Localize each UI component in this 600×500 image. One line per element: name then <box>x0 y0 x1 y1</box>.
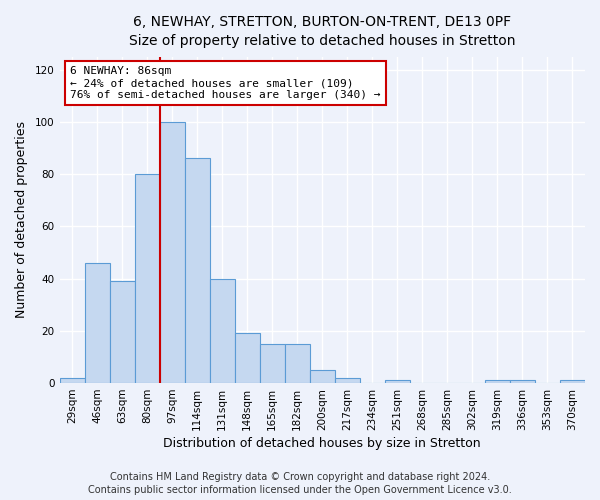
Bar <box>510 380 535 383</box>
Bar <box>285 344 310 383</box>
Bar <box>59 378 85 383</box>
Bar <box>185 158 209 383</box>
Bar <box>485 380 510 383</box>
Text: 6 NEWHAY: 86sqm
← 24% of detached houses are smaller (109)
76% of semi-detached : 6 NEWHAY: 86sqm ← 24% of detached houses… <box>70 66 380 100</box>
X-axis label: Distribution of detached houses by size in Stretton: Distribution of detached houses by size … <box>163 437 481 450</box>
Text: Contains HM Land Registry data © Crown copyright and database right 2024.
Contai: Contains HM Land Registry data © Crown c… <box>88 472 512 495</box>
Y-axis label: Number of detached properties: Number of detached properties <box>15 122 28 318</box>
Bar <box>385 380 410 383</box>
Bar <box>310 370 335 383</box>
Bar <box>235 334 260 383</box>
Bar <box>209 278 235 383</box>
Bar <box>110 281 134 383</box>
Bar <box>560 380 585 383</box>
Bar <box>134 174 160 383</box>
Bar <box>335 378 360 383</box>
Title: 6, NEWHAY, STRETTON, BURTON-ON-TRENT, DE13 0PF
Size of property relative to deta: 6, NEWHAY, STRETTON, BURTON-ON-TRENT, DE… <box>129 15 515 48</box>
Bar <box>260 344 285 383</box>
Bar <box>160 122 185 383</box>
Bar <box>85 263 110 383</box>
